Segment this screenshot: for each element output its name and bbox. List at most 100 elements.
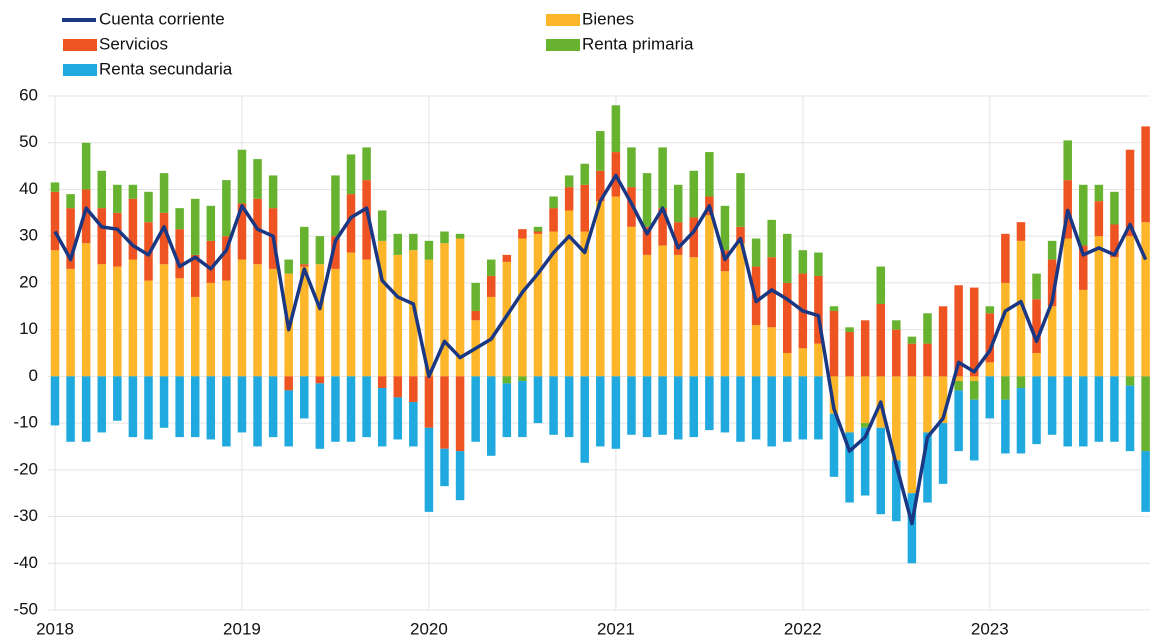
bar-segment xyxy=(97,376,106,433)
bar-segment xyxy=(502,376,512,384)
bar-segment xyxy=(658,208,667,246)
bar-segment xyxy=(190,376,200,438)
bar-segment xyxy=(907,343,917,377)
bar-segment xyxy=(736,173,745,227)
bar-segment xyxy=(767,327,776,377)
bar-segment xyxy=(486,376,496,456)
bar-segment xyxy=(455,376,465,452)
bar-segment xyxy=(1032,353,1041,377)
legend-label: Servicios xyxy=(99,34,168,53)
bar-segment xyxy=(128,198,138,260)
bar-segment xyxy=(892,376,901,461)
bar-segment xyxy=(206,282,216,377)
bar-segment xyxy=(985,313,995,363)
bar-segment xyxy=(362,376,371,438)
bar-segment xyxy=(440,231,449,244)
y-tick-label: 60 xyxy=(19,85,38,104)
y-tick-label: -10 xyxy=(13,413,38,432)
bar-segment xyxy=(751,238,761,267)
bar-segment xyxy=(486,275,496,297)
bar-segment xyxy=(783,353,792,377)
bar-segment xyxy=(393,376,403,398)
bar-segment xyxy=(518,229,527,239)
bar-segment xyxy=(689,217,699,258)
bar-segment xyxy=(253,264,262,377)
bar-segment xyxy=(97,264,106,377)
legend-label: Renta primaria xyxy=(582,34,694,53)
bar-segment xyxy=(300,226,309,265)
bar-segment xyxy=(923,343,932,377)
bar-segment xyxy=(892,320,901,330)
bar-segment xyxy=(845,376,854,433)
bar-segment xyxy=(1125,236,1135,377)
bar-segment xyxy=(1094,236,1104,377)
bar-segment xyxy=(611,376,621,449)
bar-segment xyxy=(128,184,138,199)
bar-segment xyxy=(284,259,293,274)
bar-segment xyxy=(315,236,325,265)
bar-segment xyxy=(783,282,792,353)
bar-segment xyxy=(845,331,854,377)
bar-segment xyxy=(1125,149,1135,237)
bar-segment xyxy=(969,399,979,461)
bar-segment xyxy=(907,493,917,564)
bar-segment xyxy=(268,175,278,209)
bar-segment xyxy=(814,376,823,440)
bar-segment xyxy=(159,264,169,377)
bar-segment xyxy=(315,376,325,384)
bar-segment xyxy=(113,184,122,213)
bar-segment xyxy=(268,268,278,377)
bar-segment xyxy=(409,250,418,377)
bar-segment xyxy=(876,266,885,304)
bar-segment xyxy=(409,233,418,251)
bar-segment xyxy=(81,142,91,190)
bar-segment xyxy=(175,229,184,279)
bar-segment xyxy=(1125,376,1135,386)
bar-segment xyxy=(1047,306,1057,377)
bar-segment xyxy=(222,280,231,377)
bar-segment xyxy=(938,376,948,424)
bar-segment xyxy=(1016,376,1026,389)
bar-segment xyxy=(985,306,995,314)
bar-segment xyxy=(315,264,325,377)
bar-segment xyxy=(1141,222,1150,377)
bar-segment xyxy=(596,131,605,171)
bar-segment xyxy=(580,163,589,185)
bar-segment xyxy=(518,376,527,382)
y-tick-label: 40 xyxy=(19,179,38,198)
line xyxy=(53,173,1148,526)
legend-key xyxy=(63,39,97,51)
bar-segment xyxy=(284,390,293,447)
bar-segment xyxy=(658,147,667,209)
bar-segment xyxy=(1141,451,1150,512)
bar-segment xyxy=(113,212,122,267)
bar-segment xyxy=(705,376,714,431)
bar-segment xyxy=(580,231,589,377)
bar-segment xyxy=(611,105,621,153)
x-tick-label: 2023 xyxy=(971,619,1009,638)
bar-segment xyxy=(237,376,247,433)
bar-segment xyxy=(1016,240,1026,377)
bar-segment xyxy=(689,170,699,218)
bar-segment xyxy=(549,231,558,377)
bar-segment xyxy=(533,233,543,377)
bar-segment xyxy=(81,189,91,244)
bar-segment xyxy=(1016,222,1026,241)
bar-segment xyxy=(253,376,262,447)
bar-segment xyxy=(969,376,979,382)
bar-segment xyxy=(502,383,512,438)
bar-segment xyxy=(954,381,963,391)
bar-segment xyxy=(814,252,823,276)
bar-segment xyxy=(892,460,901,522)
bar-segment xyxy=(284,376,293,391)
bar-segment xyxy=(1047,259,1057,307)
bar-segment xyxy=(860,427,870,496)
bar-segment xyxy=(954,390,963,452)
bar-segment xyxy=(1079,245,1088,290)
bar-segment xyxy=(814,343,823,377)
bar-segment xyxy=(409,402,418,447)
bar-segment xyxy=(377,210,387,241)
bar-segment xyxy=(315,383,325,449)
bar-segment xyxy=(783,376,792,442)
bar-segment xyxy=(377,376,387,389)
